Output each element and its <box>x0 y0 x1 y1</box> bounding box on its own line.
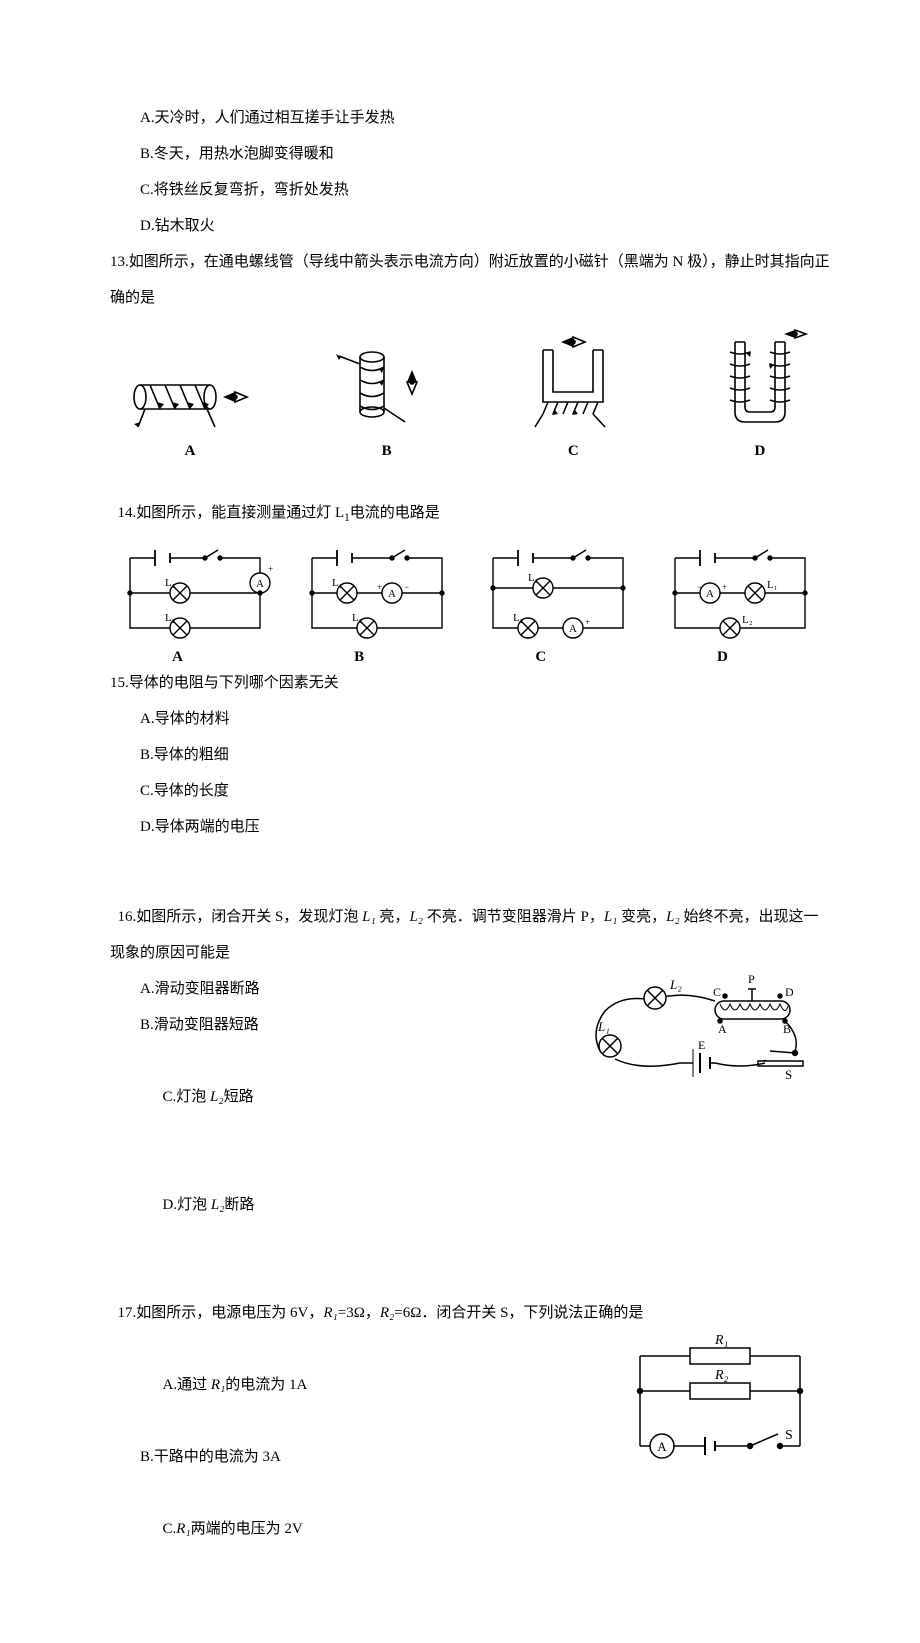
q16-stem: 16.如图所示，闭合开关 S，发现灯泡 L₁ 亮，L₂ 不亮．调节变阻器滑片 P… <box>110 863 830 971</box>
q14-figures: A + L₁ L₂ A <box>110 538 830 665</box>
svg-text:L₁: L₁ <box>332 577 343 589</box>
q16-c-l2: L₂ <box>210 1089 224 1105</box>
q16-l2-b: L₂ <box>666 909 680 925</box>
q16-option-c: C.灯泡 L₂短路 <box>110 1043 570 1151</box>
svg-text:R₁: R₁ <box>714 1333 728 1348</box>
q17-a-prefix: A.通过 <box>163 1377 211 1393</box>
svg-text:L₂: L₂ <box>513 612 524 624</box>
svg-text:L₁: L₁ <box>767 579 778 591</box>
q13-fig-d: D <box>700 322 820 459</box>
svg-text:S: S <box>785 1067 792 1082</box>
q13-label-b: B <box>327 444 447 459</box>
svg-text:A: A <box>569 623 577 635</box>
svg-text:C: C <box>713 985 721 999</box>
q17-a-r1: R₁ <box>211 1377 225 1393</box>
q17-stem-p2: =6Ω．闭合开关 S，下列说法正确的是 <box>394 1305 643 1321</box>
q15-option-c: C.导体的长度 <box>110 773 830 809</box>
q14-fig-a: A + L₁ L₂ A <box>110 538 285 665</box>
q16-option-b: B.滑动变阻器短路 <box>110 1007 570 1043</box>
svg-text:P: P <box>748 972 755 986</box>
q14-label-d: D <box>615 650 830 665</box>
q17-body: A.通过 R₁的电流为 1A B.干路中的电流为 3A C.R₁两端的电压为 2… <box>110 1331 830 1583</box>
svg-text:D: D <box>785 985 794 999</box>
q13-fig-b: B <box>327 342 447 459</box>
svg-text:L₂: L₂ <box>742 614 753 626</box>
svg-text:−: − <box>404 582 409 592</box>
q14-stem-suffix: 电流的电路是 <box>350 505 440 521</box>
svg-text:+: + <box>585 617 590 627</box>
q14-fig-d: A − + L₁ L₂ D <box>655 538 830 665</box>
svg-text:+: + <box>377 582 382 592</box>
svg-text:L₂: L₂ <box>669 977 682 992</box>
q13-label-d: D <box>700 444 820 459</box>
svg-text:A: A <box>388 588 396 600</box>
q16-stem-p1: 亮， <box>376 909 410 925</box>
q16-l1-b: L₁ <box>604 909 618 925</box>
q14-fig-b: L₁ A − + L₂ B <box>292 538 467 665</box>
q16-d-l2: L₂ <box>211 1197 225 1213</box>
svg-text:L₂: L₂ <box>165 612 176 624</box>
svg-text:A: A <box>256 578 264 590</box>
q17-stem: 17.如图所示，电源电压为 6V，R₁=3Ω，R₂=6Ω．闭合开关 S，下列说法… <box>110 1259 830 1331</box>
q12-option-b: B.冬天，用热水泡脚变得暖和 <box>110 136 830 172</box>
q17-stem-p0: 17.如图所示，电源电压为 6V， <box>118 1305 324 1321</box>
q14-fig-c: L₁ L₂ A + C <box>473 538 648 665</box>
q17-c-prefix: C. <box>163 1521 177 1537</box>
q17-r1-a: R₁ <box>323 1305 337 1321</box>
q15-option-b: B.导体的粗细 <box>110 737 830 773</box>
svg-text:L₁: L₁ <box>597 1019 610 1034</box>
q17-c-r1: R₁ <box>176 1521 190 1537</box>
q15-option-a: A.导体的材料 <box>110 701 830 737</box>
q14-stem: 14.如图所示，能直接测量通过灯 L1电流的电路是 <box>110 459 830 532</box>
q16-stem-p0: 16.如图所示，闭合开关 S，发现灯泡 <box>118 909 363 925</box>
q15-option-d: D.导体两端的电压 <box>110 809 830 845</box>
q16-body: A.滑动变阻器断路 B.滑动变阻器短路 C.灯泡 L₂短路 D.灯泡 L₂断路 … <box>110 971 830 1259</box>
q14-stem-prefix: 14.如图所示，能直接测量通过灯 L <box>118 505 345 521</box>
q16-d-suffix: 断路 <box>224 1197 254 1213</box>
q16-option-a: A.滑动变阻器断路 <box>110 971 570 1007</box>
q16-stem-p2: 不亮．调节变阻器滑片 P， <box>423 909 604 925</box>
q17-a-suffix: 的电流为 1A <box>225 1377 307 1393</box>
q16-d-prefix: D.灯泡 <box>163 1197 211 1213</box>
q16-stem-p3: 变亮， <box>617 909 666 925</box>
q16-figure: L₁ L₂ C D A B P <box>570 971 830 1091</box>
q13-label-a: A <box>120 444 260 459</box>
q12-option-c: C.将铁丝反复弯折，弯折处发热 <box>110 172 830 208</box>
q16-c-prefix: C.灯泡 <box>163 1089 211 1105</box>
q13-fig-c: C <box>513 332 633 459</box>
q16-l1-a: L₁ <box>362 909 376 925</box>
svg-text:L₁: L₁ <box>165 577 176 589</box>
svg-text:L₁: L₁ <box>528 572 539 584</box>
svg-text:A: A <box>657 1439 667 1454</box>
q17-option-a: A.通过 R₁的电流为 1A <box>110 1331 610 1439</box>
q13-stem: 13.如图所示，在通电螺线管（导线中箭头表示电流方向）附近放置的小磁针（黑端为 … <box>110 244 830 316</box>
q16-option-d: D.灯泡 L₂断路 <box>110 1151 570 1259</box>
svg-text:+: + <box>268 564 273 574</box>
q17-option-c: C.R₁两端的电压为 2V <box>110 1475 610 1583</box>
q13-fig-a: A <box>120 352 260 459</box>
q12-option-a: A.天冷时，人们通过相互搓手让手发热 <box>110 100 830 136</box>
q16-c-suffix: 短路 <box>224 1089 254 1105</box>
q13-figures: A B <box>110 322 830 459</box>
svg-text:+: + <box>722 582 727 592</box>
svg-text:−: − <box>697 582 702 592</box>
q13-label-c: C <box>513 444 633 459</box>
q12-option-d: D.钻木取火 <box>110 208 830 244</box>
q17-c-suffix: 两端的电压为 2V <box>191 1521 303 1537</box>
q17-r2-a: R₂ <box>380 1305 394 1321</box>
q16-l2-a: L₂ <box>409 909 423 925</box>
q17-figure: R₁ R₂ A S <box>610 1331 830 1461</box>
svg-text:R₂: R₂ <box>714 1368 729 1383</box>
q17-stem-p1: =3Ω， <box>338 1305 380 1321</box>
svg-text:A: A <box>706 588 714 600</box>
svg-text:S: S <box>785 1428 793 1443</box>
svg-text:E: E <box>698 1038 705 1052</box>
q17-option-b: B.干路中的电流为 3A <box>110 1439 610 1475</box>
svg-text:L₂: L₂ <box>352 612 363 624</box>
svg-text:A: A <box>718 1022 727 1036</box>
q15-stem: 15.导体的电阻与下列哪个因素无关 <box>110 665 830 701</box>
